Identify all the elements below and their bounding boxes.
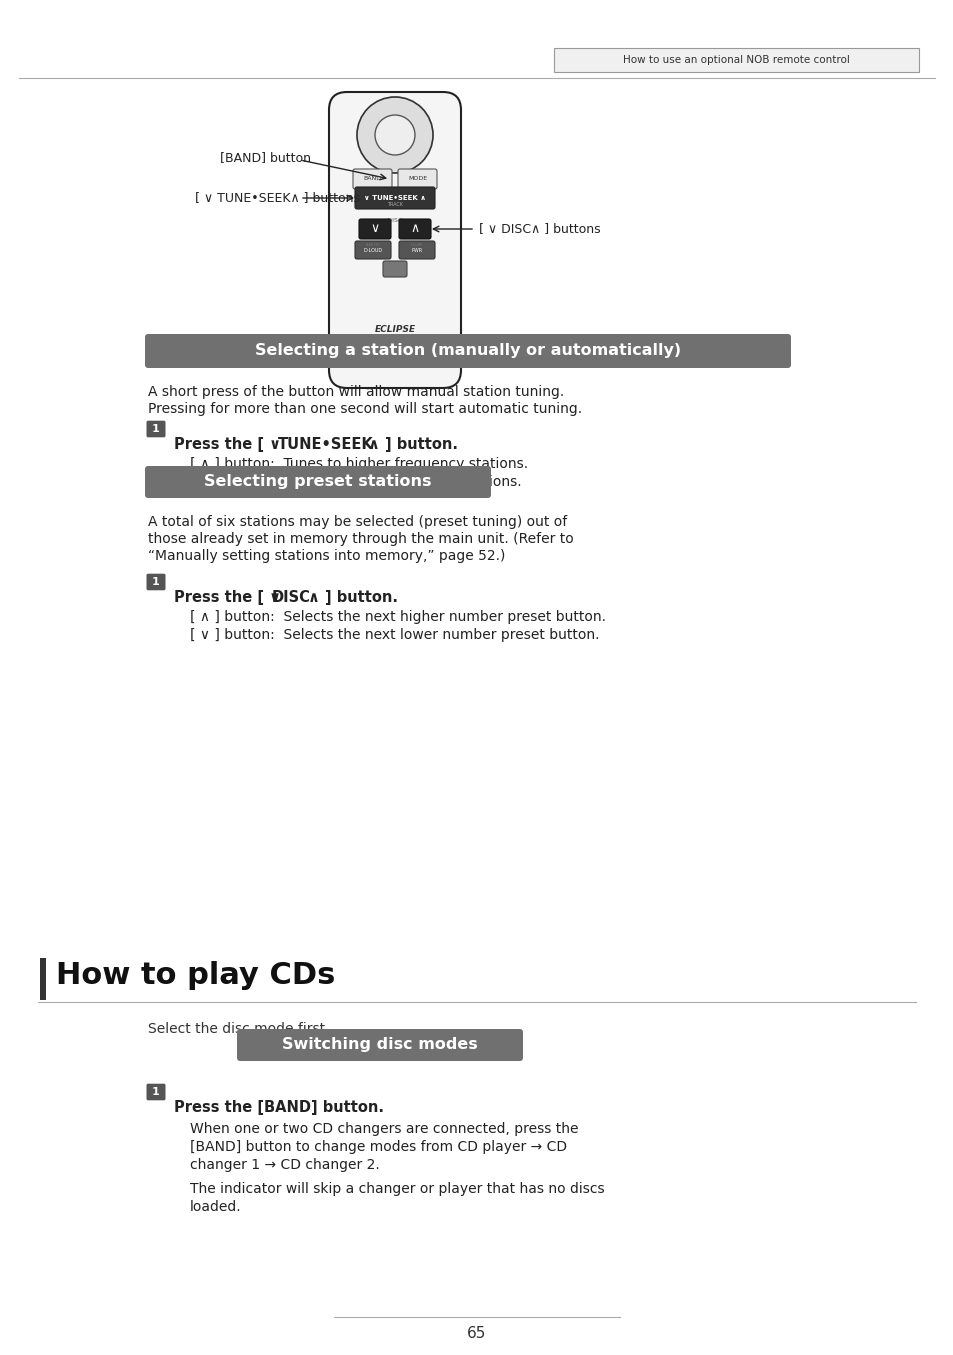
Text: Selecting preset stations: Selecting preset stations xyxy=(204,474,432,489)
Text: 1: 1 xyxy=(152,424,160,434)
Text: [ ∨ ] button:  Tunes to lower frequency stations.: [ ∨ ] button: Tunes to lower frequency s… xyxy=(190,476,521,489)
Text: 65: 65 xyxy=(467,1325,486,1340)
Text: Switching disc modes: Switching disc modes xyxy=(282,1038,477,1053)
FancyBboxPatch shape xyxy=(398,220,431,238)
Text: When one or two CD changers are connected, press the: When one or two CD changers are connecte… xyxy=(190,1122,578,1135)
Text: [BAND] button to change modes from CD player → CD: [BAND] button to change modes from CD pl… xyxy=(190,1140,566,1154)
FancyBboxPatch shape xyxy=(355,187,435,209)
Text: [ ∧ ] button:  Selects the next higher number preset button.: [ ∧ ] button: Selects the next higher nu… xyxy=(190,610,605,625)
Text: [ ∧ ] button:  Tunes to higher frequency stations.: [ ∧ ] button: Tunes to higher frequency … xyxy=(190,457,528,472)
Text: [ ∨ DISC∧ ] buttons: [ ∨ DISC∧ ] buttons xyxy=(478,222,600,236)
FancyBboxPatch shape xyxy=(145,333,790,369)
Text: A short press of the button will allow manual station tuning.: A short press of the button will allow m… xyxy=(148,385,563,398)
Text: How to play CDs: How to play CDs xyxy=(56,961,335,989)
Text: ∨: ∨ xyxy=(370,222,379,236)
Text: changer 1 → CD changer 2.: changer 1 → CD changer 2. xyxy=(190,1159,379,1172)
Text: ∨ TUNE•SEEK ∧: ∨ TUNE•SEEK ∧ xyxy=(364,195,425,201)
Text: MODE: MODE xyxy=(408,176,427,182)
Text: TRACK: TRACK xyxy=(387,202,402,207)
FancyBboxPatch shape xyxy=(147,1084,165,1100)
FancyBboxPatch shape xyxy=(397,169,436,188)
Text: D-LOUD: D-LOUD xyxy=(363,248,382,252)
Text: “Manually setting stations into memory,” page 52.): “Manually setting stations into memory,”… xyxy=(148,549,505,562)
Text: TUNE•SEEK: TUNE•SEEK xyxy=(277,438,374,453)
Text: ∧: ∧ xyxy=(410,222,419,236)
Text: loaded.: loaded. xyxy=(190,1201,241,1214)
Circle shape xyxy=(375,115,415,154)
FancyBboxPatch shape xyxy=(236,1028,522,1061)
Bar xyxy=(40,958,46,1000)
Text: DISC: DISC xyxy=(272,589,311,604)
FancyBboxPatch shape xyxy=(147,573,165,591)
Text: —DISC—: —DISC— xyxy=(381,218,408,222)
FancyBboxPatch shape xyxy=(554,47,918,72)
Text: 1: 1 xyxy=(152,1087,160,1098)
FancyBboxPatch shape xyxy=(145,466,491,499)
FancyBboxPatch shape xyxy=(355,241,391,259)
Text: Press the [ ∨: Press the [ ∨ xyxy=(173,589,286,604)
Text: 1: 1 xyxy=(152,577,160,587)
Text: [BAND] button: [BAND] button xyxy=(220,152,311,164)
Text: [ ∨ TUNE•SEEK∧ ] buttons: [ ∨ TUNE•SEEK∧ ] buttons xyxy=(194,191,359,205)
FancyBboxPatch shape xyxy=(398,241,435,259)
Text: BAND: BAND xyxy=(363,176,381,182)
Text: Press the [ ∨: Press the [ ∨ xyxy=(173,438,286,453)
FancyBboxPatch shape xyxy=(353,169,392,188)
Text: How to use an optional NOB remote control: How to use an optional NOB remote contro… xyxy=(622,56,849,65)
Text: Pressing for more than one second will start automatic tuning.: Pressing for more than one second will s… xyxy=(148,402,581,416)
Text: Select the disc mode first.: Select the disc mode first. xyxy=(148,1022,329,1037)
FancyBboxPatch shape xyxy=(147,420,165,438)
FancyBboxPatch shape xyxy=(358,220,391,238)
Text: ILLUMI: ILLUMI xyxy=(411,243,423,247)
Text: [ ∨ ] button:  Selects the next lower number preset button.: [ ∨ ] button: Selects the next lower num… xyxy=(190,627,598,642)
Text: ECLIPSE: ECLIPSE xyxy=(374,325,416,335)
Circle shape xyxy=(356,98,433,173)
Text: Selecting a station (manually or automatically): Selecting a station (manually or automat… xyxy=(254,344,680,359)
Text: ∧ ] button.: ∧ ] button. xyxy=(368,438,457,453)
Text: PWR: PWR xyxy=(411,248,422,252)
FancyBboxPatch shape xyxy=(329,92,460,388)
FancyBboxPatch shape xyxy=(382,262,407,276)
Text: Press the [BAND] button.: Press the [BAND] button. xyxy=(173,1100,384,1115)
Text: The indicator will skip a changer or player that has no discs: The indicator will skip a changer or pla… xyxy=(190,1182,604,1196)
Text: those already set in memory through the main unit. (Refer to: those already set in memory through the … xyxy=(148,533,573,546)
Text: A.MUTE: A.MUTE xyxy=(365,243,380,247)
Text: A total of six stations may be selected (preset tuning) out of: A total of six stations may be selected … xyxy=(148,515,567,528)
Text: ∧ ] button.: ∧ ] button. xyxy=(308,589,397,604)
